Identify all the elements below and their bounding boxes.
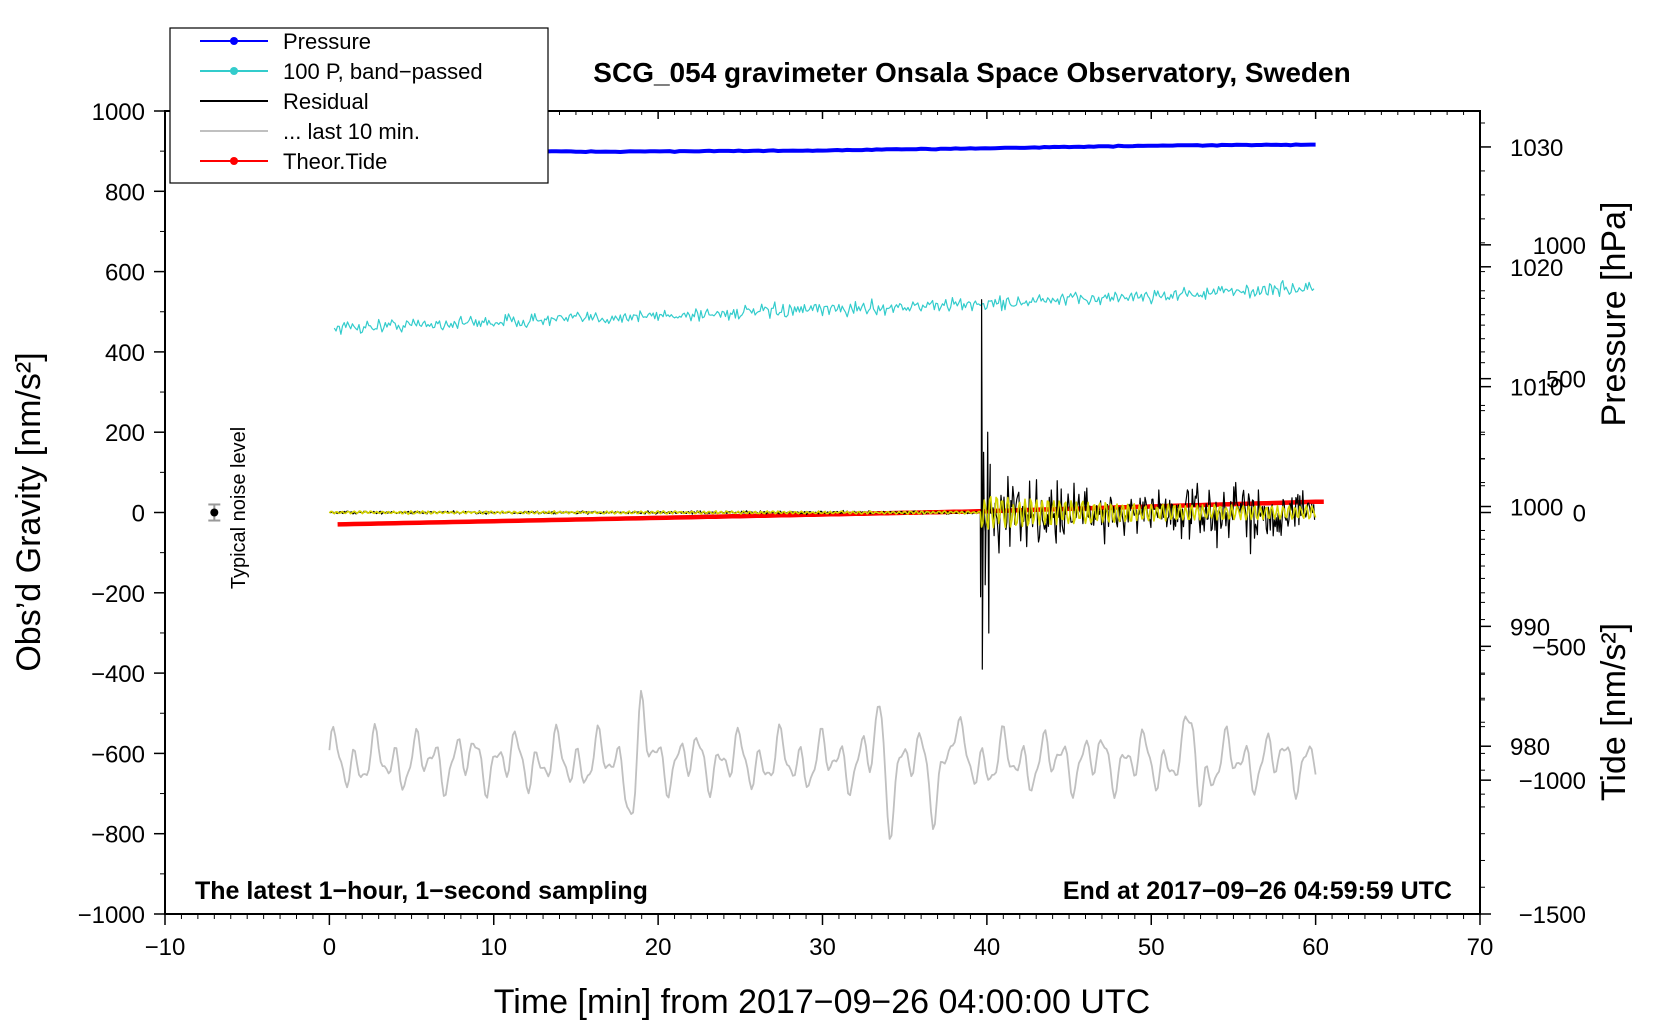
x-tick-label: 40 bbox=[974, 934, 1001, 961]
pressure-tick-label: 1010 bbox=[1510, 375, 1563, 402]
legend-marker bbox=[230, 37, 238, 45]
y-tick-label: −200 bbox=[91, 581, 145, 608]
y-axis-pressure: 1030 1020 1010 1000 990 980 bbox=[1480, 122, 1563, 795]
y-tick-label: 800 bbox=[105, 179, 145, 206]
tide-tick-label: 0 bbox=[1573, 501, 1586, 528]
series-last-10-min bbox=[328, 689, 1317, 840]
series-residual-filtered bbox=[328, 495, 1317, 530]
x-tick-label: −10 bbox=[145, 934, 186, 961]
y-tick-label: −800 bbox=[91, 822, 145, 849]
legend-label: ... last 10 min. bbox=[283, 119, 420, 144]
y-axis-pressure-title: Pressure [hPa] bbox=[1595, 202, 1633, 427]
legend: Pressure 100 P, band−passed Residual ... la… bbox=[169, 27, 549, 184]
x-tick-label: 70 bbox=[1467, 934, 1494, 961]
noise-label: Typical noise level bbox=[228, 427, 250, 589]
y-tick-label: 1000 bbox=[92, 99, 145, 126]
pressure-tick-label: 1030 bbox=[1510, 135, 1563, 162]
chart-title: SCG_054 gravimeter Onsala Space Observat… bbox=[593, 57, 1350, 88]
legend-label: 100 P, band−passed bbox=[283, 59, 483, 84]
pressure-tick-label: 990 bbox=[1510, 614, 1550, 641]
pressure-tick-label: 1000 bbox=[1510, 495, 1563, 522]
y-tick-label: −600 bbox=[91, 741, 145, 768]
x-axis-title: Time [min] from 2017−09−26 04:00:00 UTC bbox=[494, 983, 1150, 1020]
x-tick-label: 20 bbox=[645, 934, 672, 961]
y-tick-label: 200 bbox=[105, 420, 145, 447]
legend-label: Theor.Tide bbox=[283, 149, 387, 174]
tide-tick-label: −1500 bbox=[1519, 902, 1586, 929]
y-axis-tide-title: Tide [nm/s²] bbox=[1595, 623, 1633, 801]
y-tick-label: −1000 bbox=[78, 902, 145, 929]
y-tick-label: 0 bbox=[132, 501, 145, 528]
series-band-passed-pressure bbox=[333, 280, 1315, 335]
tide-tick-label: −500 bbox=[1532, 634, 1586, 661]
x-tick-label: 30 bbox=[809, 934, 836, 961]
legend-marker bbox=[230, 157, 238, 165]
y-tick-label: 600 bbox=[105, 260, 145, 287]
noise-point bbox=[210, 508, 219, 517]
y-axis-left: 1000 800 600 400 200 0 −200 −400 −600 −800 −1000 bbox=[78, 99, 165, 929]
y-axis-tide: 1000 500 0 −500 −1000 −1500 bbox=[1480, 233, 1586, 929]
y-tick-label: 400 bbox=[105, 340, 145, 367]
legend-marker bbox=[230, 67, 238, 75]
x-tick-label: 60 bbox=[1302, 934, 1329, 961]
x-tick-label: 50 bbox=[1138, 934, 1165, 961]
tide-tick-label: 500 bbox=[1546, 367, 1586, 394]
noise-level-marker bbox=[208, 503, 221, 522]
end-time-note: End at 2017−09−26 04:59:59 UTC bbox=[1063, 877, 1452, 905]
tide-tick-label: −1000 bbox=[1519, 768, 1586, 795]
y-axis-left-title: Obs’d Gravity [nm/s²] bbox=[10, 352, 48, 671]
tide-tick-label: 1000 bbox=[1533, 233, 1586, 260]
pressure-tick-label: 1020 bbox=[1510, 255, 1563, 282]
legend-label: Pressure bbox=[283, 29, 371, 54]
x-tick-label: 10 bbox=[480, 934, 507, 961]
y-tick-label: −400 bbox=[91, 661, 145, 688]
x-tick-label: 0 bbox=[323, 934, 336, 961]
legend-label: Residual bbox=[283, 89, 369, 114]
pressure-tick-label: 980 bbox=[1510, 734, 1550, 761]
x-axis: −10 0 10 20 30 40 50 60 70 bbox=[145, 111, 1494, 961]
sampling-note: The latest 1−hour, 1−second sampling bbox=[195, 877, 648, 905]
